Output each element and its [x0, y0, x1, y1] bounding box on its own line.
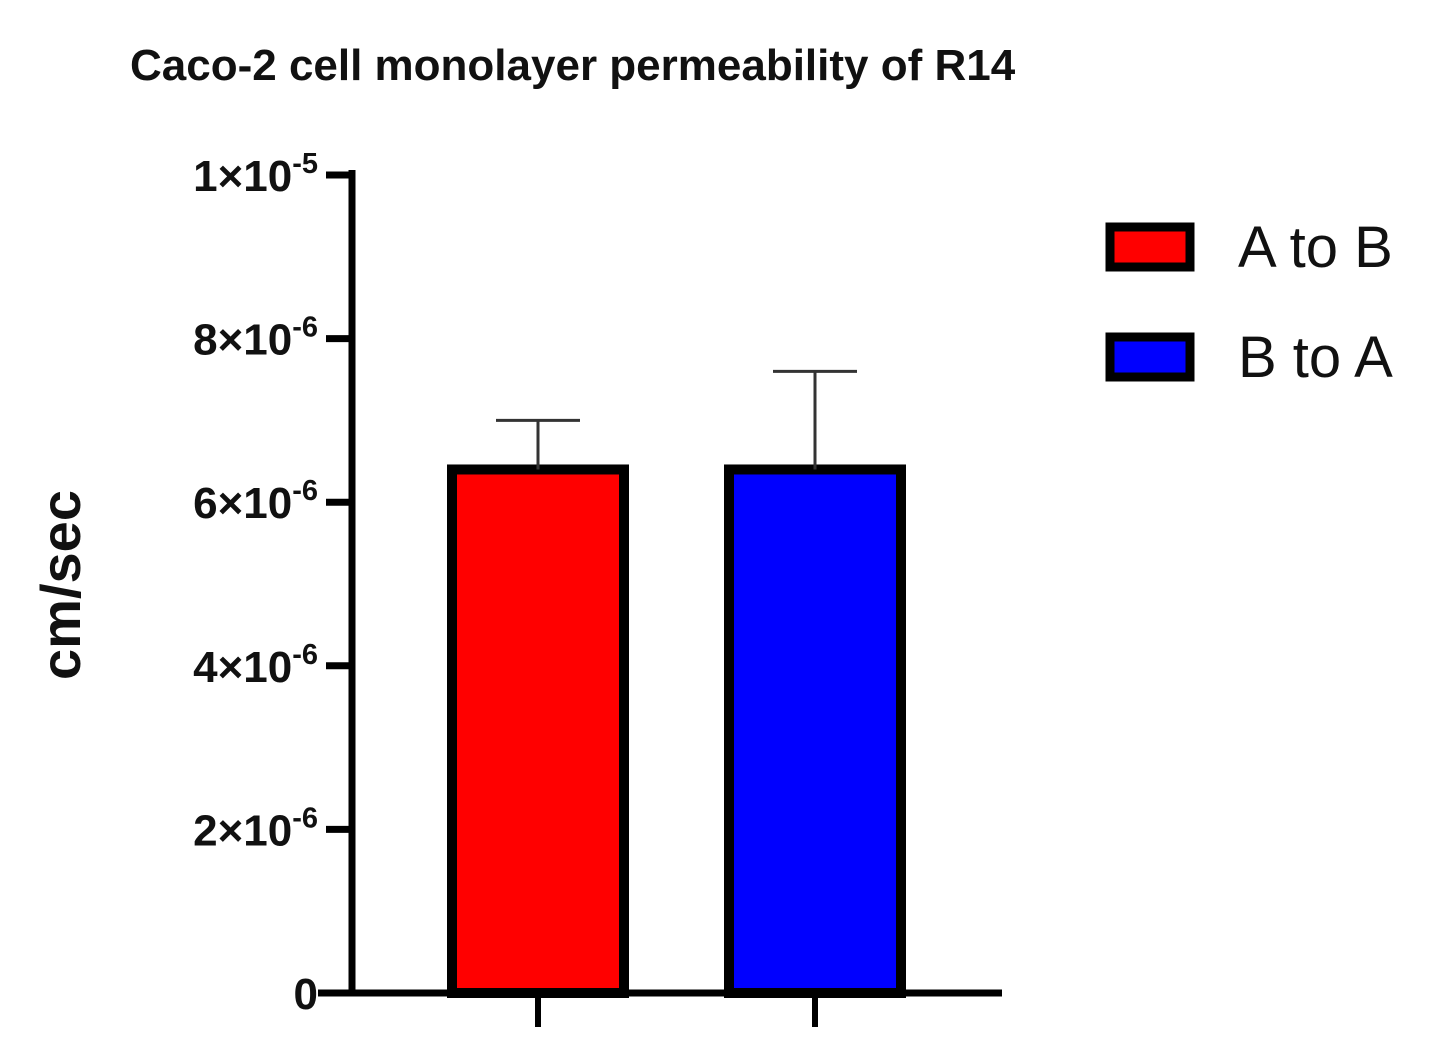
- y-axis-ticks: 0 2×10-6 4×10-6 6×10-6 8×10-6 1×10-5: [193, 148, 352, 1019]
- bar-b-to-a: [724, 464, 906, 999]
- axes: [318, 170, 1002, 997]
- y-tick-label: 0: [294, 970, 318, 1019]
- y-tick-label: 2×10-6: [193, 802, 318, 855]
- y-tick-label: 1×10-5: [193, 148, 318, 201]
- y-tick-label: 4×10-6: [193, 639, 318, 692]
- legend-swatch-a-to-b: [1105, 222, 1195, 272]
- legend-swatch-b-to-a: [1105, 332, 1195, 382]
- y-tick-label: 8×10-6: [193, 312, 318, 365]
- x-axis-ticks: [535, 993, 818, 1027]
- error-bars: [496, 369, 857, 470]
- bars: [447, 464, 906, 999]
- y-axis-label: cm/sec: [29, 490, 92, 680]
- legend-label: B to A: [1238, 325, 1393, 390]
- legend-label: A to B: [1238, 215, 1393, 280]
- legend: A to B B to A: [1105, 215, 1393, 390]
- bar-a-to-b: [447, 464, 629, 999]
- chart-title: Caco-2 cell monolayer permeability of R1…: [130, 41, 1016, 90]
- y-tick-label: 6×10-6: [193, 475, 318, 528]
